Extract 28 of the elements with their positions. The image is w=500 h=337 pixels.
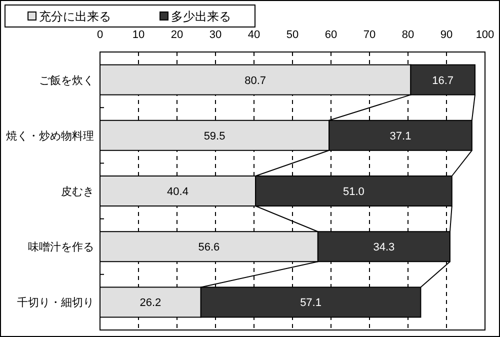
legend-label: 充分に出来る [39, 10, 111, 24]
x-tick-label: 20 [170, 29, 184, 41]
x-tick-label: 10 [132, 29, 145, 41]
data-label: 51.0 [343, 186, 364, 198]
x-tick-label: 50 [286, 29, 299, 41]
x-tick-label: 60 [324, 29, 338, 41]
data-label: 16.7 [432, 74, 454, 87]
x-tick-label: 30 [209, 29, 222, 41]
x-tick-label: 90 [440, 29, 453, 41]
x-tick-label: 40 [248, 29, 260, 41]
x-tick-label: 100 [476, 29, 494, 41]
data-label: 80.7 [244, 74, 266, 87]
y-tick-label: 焼く・炒め物料理 [6, 129, 94, 142]
data-label: 26.2 [140, 297, 162, 310]
y-tick-label: ご飯を炊く [39, 74, 94, 87]
data-label: 34.3 [373, 242, 395, 254]
y-tick-label: 皮むき [61, 185, 94, 198]
x-tick-label: 70 [363, 29, 376, 41]
data-label: 57.1 [300, 297, 322, 310]
data-label: 59.5 [204, 130, 226, 142]
x-tick-label: 80 [402, 29, 414, 41]
legend-label: 多少出来る [171, 10, 231, 24]
x-tick-label: 0 [96, 29, 104, 41]
y-tick-label: 味噌汁を作る [28, 240, 94, 254]
data-label: 37.1 [390, 130, 412, 142]
data-label: 56.6 [198, 242, 220, 254]
data-label: 40.4 [167, 186, 188, 198]
y-tick-label: 千切り・細切り [17, 296, 94, 310]
